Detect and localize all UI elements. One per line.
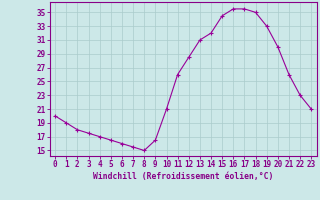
X-axis label: Windchill (Refroidissement éolien,°C): Windchill (Refroidissement éolien,°C): [93, 172, 273, 181]
